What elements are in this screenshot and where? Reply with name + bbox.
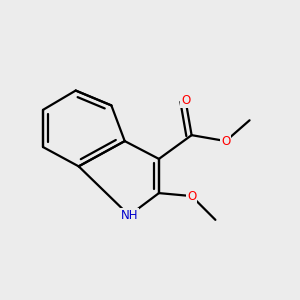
Text: NH: NH	[120, 209, 138, 222]
Text: O: O	[181, 94, 190, 107]
Text: O: O	[221, 135, 230, 148]
Text: O: O	[187, 190, 196, 202]
